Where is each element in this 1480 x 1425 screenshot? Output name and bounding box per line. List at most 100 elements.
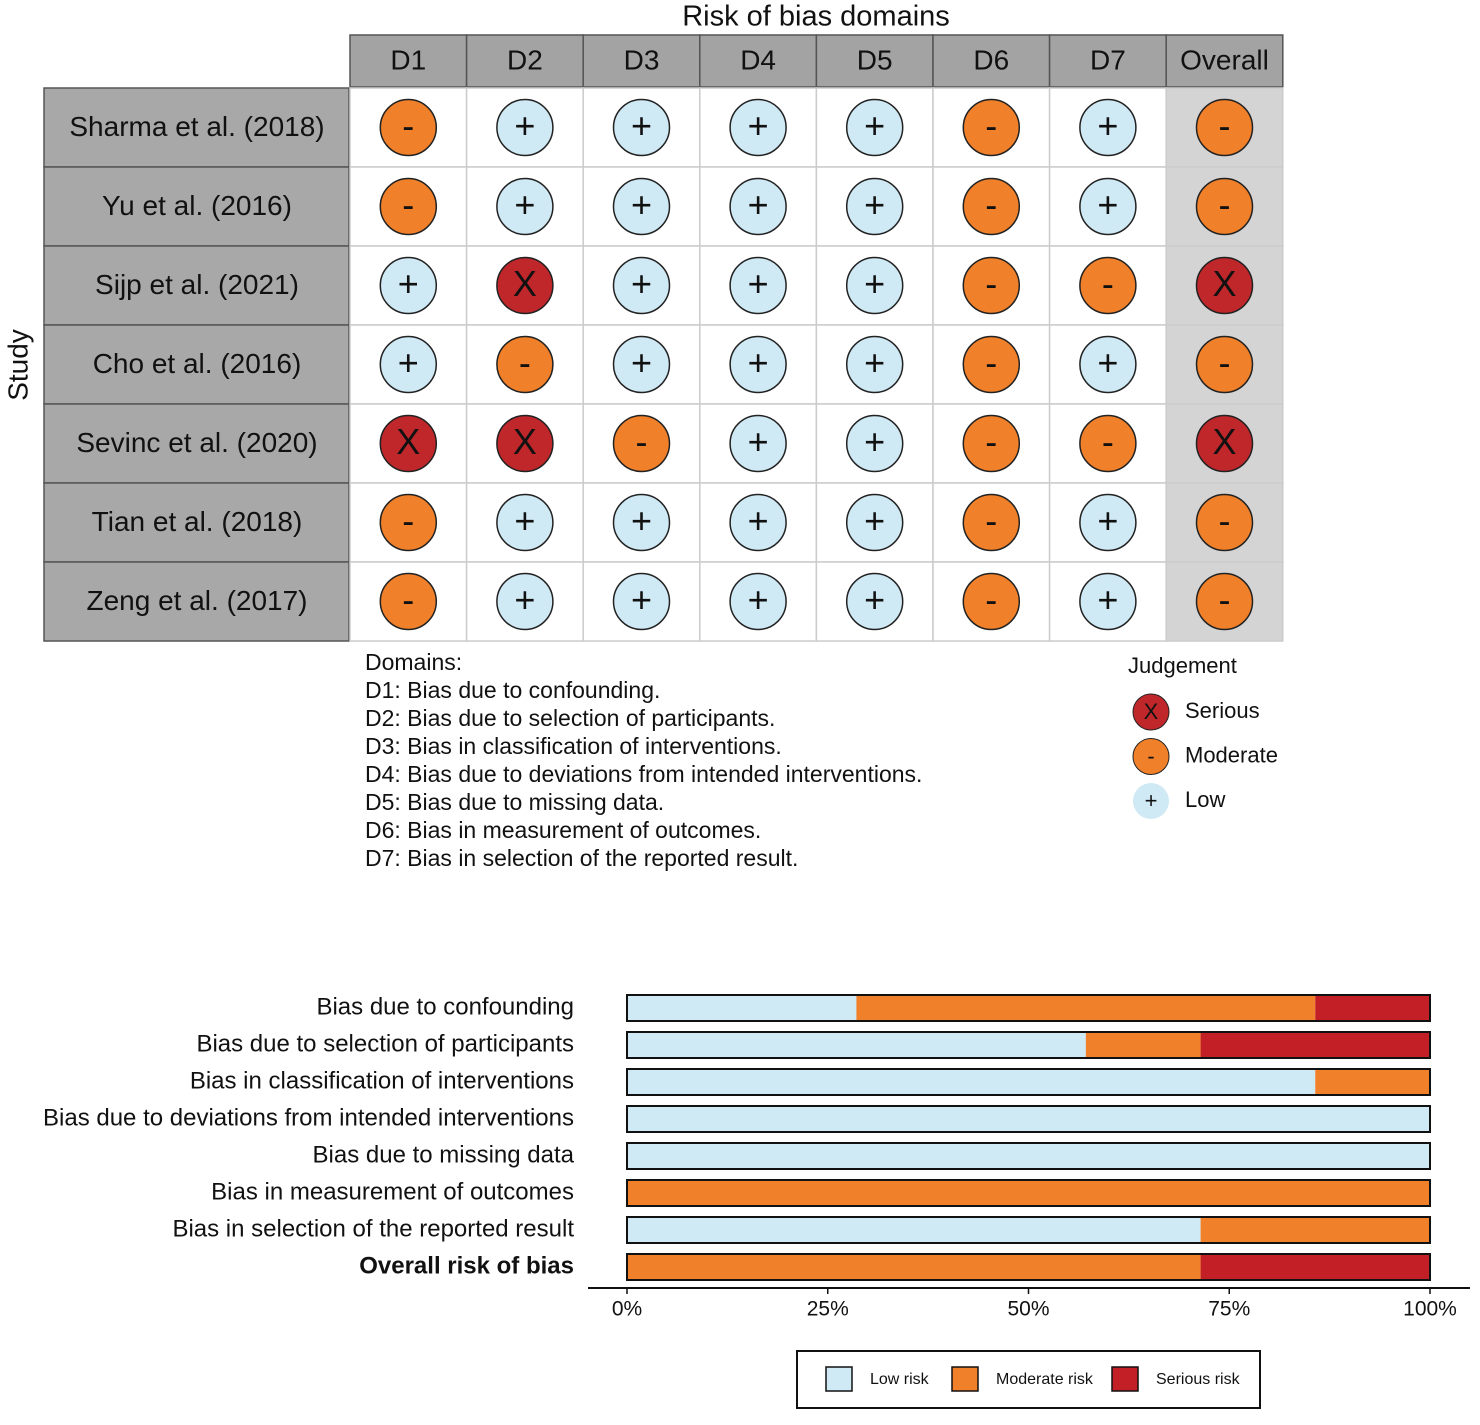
judgement-circle — [729, 98, 787, 157]
bar-segment — [1315, 1069, 1430, 1095]
judgement-circle — [1195, 335, 1254, 394]
judgement-circle — [845, 572, 904, 631]
judgement-symbol: - — [1219, 105, 1231, 146]
legend-label: Low — [1185, 787, 1225, 812]
judgement-circle — [496, 493, 554, 552]
legend-symbol: + — [1145, 788, 1158, 813]
judgement-symbol: + — [748, 500, 769, 541]
judgement-symbol: - — [985, 500, 997, 541]
bar-legend-box — [796, 1350, 1261, 1409]
judgement-symbol: - — [1219, 500, 1231, 541]
judgement-circle — [729, 256, 787, 315]
category-label: Bias in classification of interventions — [190, 1067, 574, 1094]
category-label: Bias due to missing data — [313, 1141, 575, 1168]
study-label: Yu et al. (2016) — [102, 190, 292, 221]
judgement-symbol: + — [631, 342, 652, 383]
bar-segment — [627, 1106, 1430, 1132]
judgement-symbol: - — [985, 579, 997, 620]
judgement-symbol: X — [513, 263, 537, 304]
judgement-symbol: + — [748, 184, 769, 225]
domain-description: D4: Bias due to deviations from intended… — [365, 761, 922, 787]
bar-outline — [626, 1068, 1431, 1096]
legend-title: Judgement — [1128, 653, 1237, 678]
judgement-circle — [1195, 177, 1254, 236]
judgement-symbol: - — [1102, 421, 1114, 462]
judgement-circle — [379, 177, 438, 236]
x-tick-label: 75% — [1208, 1298, 1250, 1321]
row-header-cell — [43, 482, 350, 563]
x-tick-label: 50% — [1007, 1298, 1049, 1321]
column-header-cell — [815, 34, 934, 88]
judgement-circle — [496, 414, 554, 473]
judgement-symbol: + — [864, 342, 885, 383]
column-header-cell — [932, 34, 1051, 88]
judgement-circle — [729, 335, 787, 394]
legend-swatch — [951, 1366, 979, 1392]
legend-label: Serious risk — [1156, 1371, 1241, 1388]
bar-segment — [627, 1217, 1201, 1243]
judgement-circle — [845, 256, 904, 315]
study-label: Zeng et al. (2017) — [86, 585, 307, 616]
judgement-symbol: + — [1097, 500, 1118, 541]
judgement-circle — [845, 335, 904, 394]
judgement-symbol: X — [513, 421, 537, 462]
judgement-symbol: - — [985, 105, 997, 146]
category-label: Overall risk of bias — [359, 1252, 574, 1279]
judgement-symbol: + — [514, 105, 535, 146]
legend-circle — [1132, 738, 1170, 775]
bar-segment — [1200, 1032, 1430, 1058]
x-tick-label: 25% — [807, 1298, 849, 1321]
judgement-circle — [845, 493, 904, 552]
judgement-symbol: + — [864, 421, 885, 462]
judgement-symbol: + — [864, 579, 885, 620]
column-header: Overall — [1180, 44, 1269, 75]
domain-description: D1: Bias due to confounding. — [365, 677, 660, 703]
bar-segment — [627, 1032, 1086, 1058]
judgement-circle — [1079, 572, 1137, 631]
judgement-circle — [612, 572, 671, 631]
judgement-circle — [845, 98, 904, 157]
bar-segment — [627, 1143, 1430, 1169]
column-header-cell — [699, 34, 818, 88]
domain-description: D6: Bias in measurement of outcomes. — [365, 817, 761, 843]
judgement-circle — [962, 335, 1021, 394]
judgement-symbol: X — [1212, 263, 1236, 304]
judgement-circle — [845, 177, 904, 236]
judgement-symbol: + — [398, 263, 419, 304]
row-header-cell — [43, 87, 350, 168]
judgement-circle — [496, 256, 554, 315]
legend-symbol: X — [1144, 699, 1159, 724]
judgement-symbol: + — [631, 579, 652, 620]
bar-outline — [626, 1031, 1431, 1059]
domains-title: Domains: — [365, 649, 462, 675]
judgement-symbol: + — [1097, 342, 1118, 383]
column-header: D6 — [973, 44, 1009, 75]
judgement-circle — [496, 98, 554, 157]
judgement-circle — [1079, 98, 1137, 157]
judgement-circle — [379, 98, 438, 157]
bar-segment — [1085, 1032, 1201, 1058]
bar-segment — [1200, 1254, 1430, 1280]
judgement-symbol: + — [748, 342, 769, 383]
column-header-cell — [1048, 34, 1167, 88]
judgement-circle — [612, 177, 671, 236]
legend-circle — [1133, 783, 1169, 819]
x-tick-label: 100% — [1403, 1298, 1457, 1321]
column-header-cell — [465, 34, 584, 88]
judgement-symbol: + — [1097, 105, 1118, 146]
bar-outline — [626, 1179, 1431, 1207]
judgement-symbol: + — [631, 105, 652, 146]
judgement-symbol: - — [1219, 184, 1231, 225]
judgement-symbol: + — [631, 184, 652, 225]
judgement-circle — [1079, 177, 1137, 236]
judgement-symbol: + — [864, 105, 885, 146]
column-header: D7 — [1090, 44, 1126, 75]
judgement-circle — [612, 256, 671, 315]
judgement-circle — [379, 572, 438, 631]
judgement-circle — [729, 414, 787, 473]
bar-segment — [627, 1069, 1316, 1095]
bar-segment — [1315, 995, 1430, 1021]
judgement-circle — [962, 572, 1021, 631]
judgement-circle — [1195, 256, 1254, 315]
judgement-symbol: + — [514, 579, 535, 620]
